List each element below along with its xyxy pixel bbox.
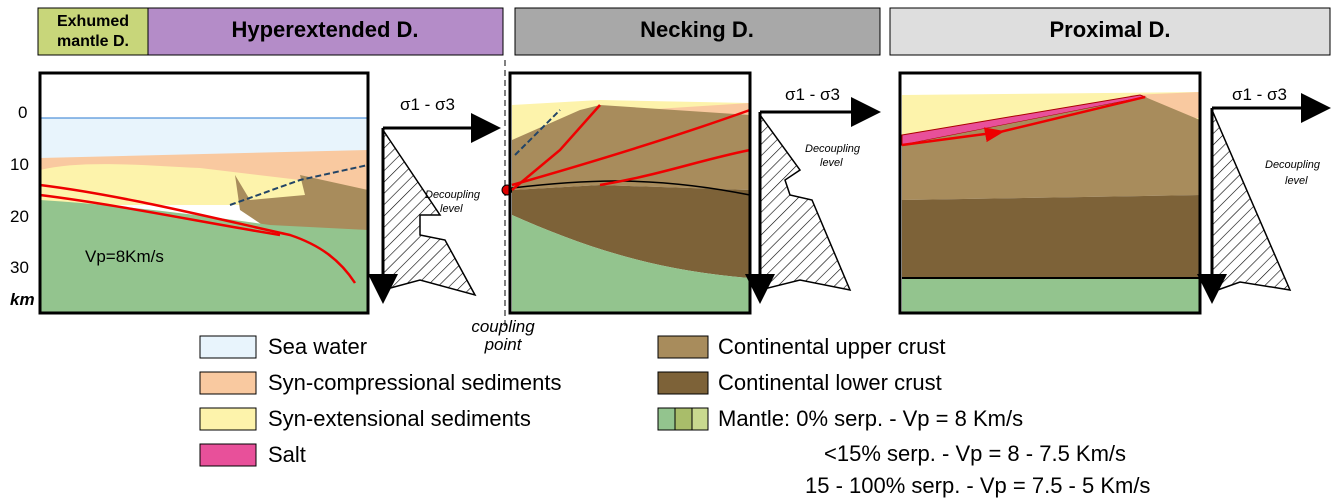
swatch: [199, 443, 257, 467]
lower-crust: [902, 195, 1200, 278]
header-label: Hyperextended D.: [231, 17, 418, 42]
depth-unit: km: [10, 290, 35, 309]
legend-label: Syn-extensional sediments: [268, 406, 531, 431]
legend-label: Syn-compressional sediments: [268, 370, 561, 395]
fault: [39, 193, 281, 237]
fault: [39, 183, 357, 284]
mantle: [512, 215, 750, 313]
stress-envelope: [759, 112, 852, 292]
stress-profile: σ1 - σ3 Decoupling level: [745, 85, 881, 304]
stress-label: σ1 - σ3: [785, 85, 840, 104]
detachment: [514, 109, 561, 156]
depth-label: 0: [18, 103, 27, 122]
header-label: Proximal D.: [1049, 17, 1170, 42]
swatch: [199, 371, 257, 395]
legend-label: Continental upper crust: [718, 334, 945, 359]
upper-crust: [902, 97, 1200, 200]
panel-frame: [38, 71, 370, 315]
detachment: [229, 164, 369, 206]
decoupling-label: Decoupling: [425, 189, 481, 201]
legend-label: <15% serp. - Vp = 8 - 7.5 Km/s: [824, 441, 1126, 466]
header-box: [889, 7, 1331, 56]
panel-necking: [508, 71, 752, 315]
swatch: [657, 371, 709, 395]
swatch: [657, 335, 709, 359]
swatch: [199, 335, 257, 359]
legend-label: Sea water: [268, 334, 367, 359]
depth-label: 30: [10, 258, 29, 277]
syn-ext-sediments: [40, 164, 368, 205]
panel-frame: [508, 71, 752, 315]
swatch: [674, 407, 693, 431]
fault: [511, 104, 601, 191]
header-box: [514, 7, 881, 56]
decoupling-label: Decoupling: [1265, 159, 1321, 171]
coupling-label: point: [484, 335, 523, 354]
depth-axis: 0 10 20 30 km: [10, 103, 35, 309]
header-label: Exhumed: [57, 13, 129, 30]
stress-label: σ1 - σ3: [400, 95, 455, 114]
legend-label: 15 - 100% serp. - Vp = 7.5 - 5 Km/s: [805, 473, 1150, 498]
velocity-label: Vp=8Km/s: [85, 247, 164, 266]
sea: [40, 118, 368, 158]
legend-label: Mantle: 0% serp. - Vp = 8 Km/s: [718, 406, 1023, 431]
legend-label: Continental lower crust: [718, 370, 942, 395]
fault: [599, 148, 751, 187]
decoupling-label: level: [440, 203, 463, 215]
swatch: [199, 407, 257, 431]
stress-label: σ1 - σ3: [1232, 85, 1287, 104]
header-box: [147, 7, 504, 56]
mantle: [40, 200, 368, 313]
headers: Exhumed mantle D. Hyperextended D. Necki…: [37, 7, 1331, 56]
legend: Sea water Syn-compressional sediments Sy…: [199, 334, 1150, 498]
panel-hyperextended: Vp=8Km/s: [38, 71, 370, 315]
swatch: [657, 407, 676, 431]
decoupling-label: Decoupling: [805, 143, 861, 155]
header-label: Necking D.: [640, 17, 754, 42]
upper-crust: [235, 175, 368, 230]
stress-envelope: [1211, 109, 1292, 294]
stress-profile: σ1 - σ3 Decoupling level: [1197, 85, 1331, 304]
header-label: mantle D.: [57, 33, 129, 50]
panel-frame: [898, 71, 1202, 315]
decoupling-label: level: [1285, 175, 1308, 187]
depth-label: 20: [10, 207, 29, 226]
swatch: [691, 407, 709, 431]
fault: [511, 108, 751, 187]
legend-label: Salt: [268, 442, 306, 467]
lower-crust: [512, 185, 750, 278]
decoupling-label: level: [820, 157, 843, 169]
fault: [901, 95, 1146, 147]
panel-proximal: [898, 71, 1202, 315]
depth-label: 10: [10, 155, 29, 174]
mantle: [902, 278, 1200, 313]
header-box: [37, 7, 149, 56]
stress-profile: σ1 - σ3 Decoupling level: [368, 95, 501, 304]
coupling-label: coupling: [471, 317, 535, 336]
